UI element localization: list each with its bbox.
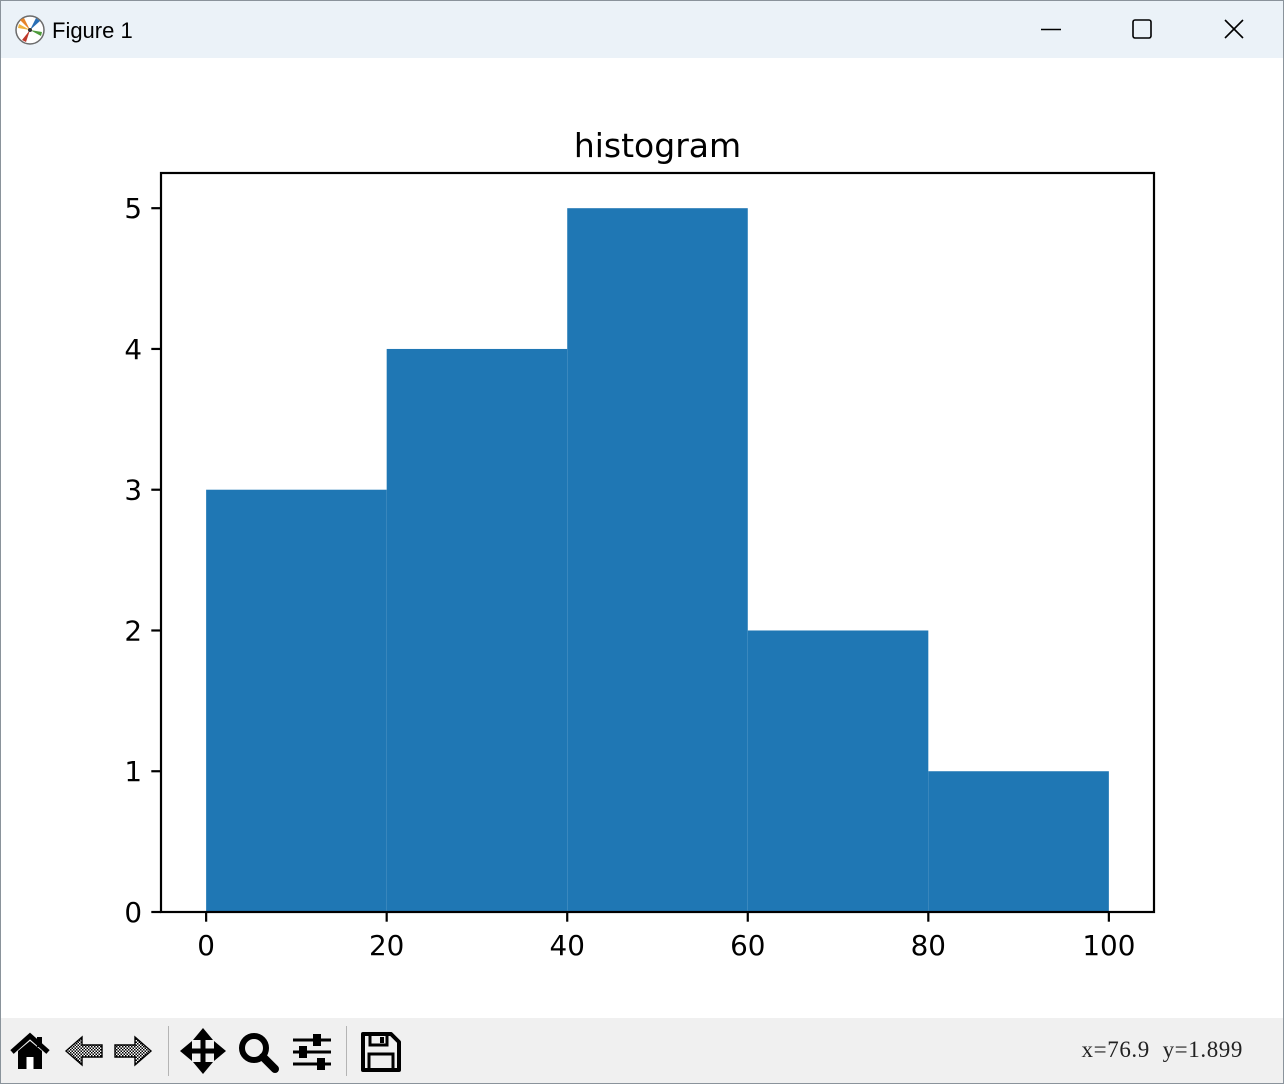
save-button[interactable] (358, 1029, 404, 1073)
zoom-button[interactable] (235, 1029, 281, 1073)
axes-frame (159, 171, 1156, 914)
close-icon (1224, 19, 1244, 39)
magnifier-icon (239, 1033, 279, 1073)
y-tick-label: 2 (124, 614, 142, 647)
histogram-bar (928, 771, 1109, 912)
configure-subplots-button[interactable] (289, 1029, 335, 1073)
x-tick-label: 60 (730, 929, 765, 962)
y-tick-label: 0 (124, 896, 142, 929)
sliders-icon (293, 1034, 331, 1070)
y-tick-label: 4 (124, 333, 142, 366)
title-bar[interactable]: Figure 1 (0, 0, 1284, 58)
matplotlib-icon (14, 14, 46, 46)
move-icon (180, 1028, 226, 1074)
histogram-chart: 0 20 40 60 80 100 0 1 2 3 4 5 histogram (124, 126, 1156, 962)
maximize-button[interactable] (1096, 0, 1188, 58)
histogram-bar (386, 348, 568, 912)
x-tick-label: 100 (1082, 929, 1135, 962)
close-button[interactable] (1188, 0, 1280, 58)
x-ticks: 0 20 40 60 80 100 (197, 912, 1135, 962)
y-tick-label: 3 (124, 474, 142, 507)
cursor-coordinates: x=76.9 y=1.899 (1081, 1037, 1243, 1062)
y-tick-label: 5 (124, 192, 142, 225)
window-title: Figure 1 (52, 18, 133, 43)
x-tick-label: 40 (550, 929, 585, 962)
back-button[interactable] (61, 1029, 107, 1073)
minimize-button[interactable] (1005, 0, 1097, 58)
x-tick-label: 0 (197, 929, 215, 962)
navigation-toolbar: x=76.9 y=1.899 (0, 1018, 1284, 1084)
forward-arrow-icon (114, 1035, 153, 1067)
pan-button[interactable] (179, 1028, 227, 1074)
home-button[interactable] (8, 1029, 52, 1073)
histogram-bar (567, 208, 748, 912)
forward-button[interactable] (110, 1029, 156, 1073)
figure-canvas[interactable]: 0 20 40 60 80 100 0 1 2 3 4 5 histogram (0, 58, 1284, 1018)
bars (206, 208, 1109, 912)
minimize-icon (1041, 28, 1061, 31)
histogram-bar (747, 630, 929, 912)
maximize-icon (1132, 19, 1152, 39)
toolbar-separator (168, 1026, 169, 1076)
y-tick-label: 1 (124, 755, 142, 788)
x-tick-label: 20 (369, 929, 404, 962)
x-tick-label: 80 (911, 929, 946, 962)
home-icon (10, 1032, 50, 1069)
floppy-disk-icon (361, 1032, 401, 1072)
y-ticks: 0 1 2 3 4 5 (124, 192, 161, 929)
toolbar-separator (346, 1026, 347, 1076)
back-arrow-icon (64, 1035, 103, 1067)
chart-title: histogram (574, 126, 741, 165)
histogram-bar (206, 489, 387, 912)
